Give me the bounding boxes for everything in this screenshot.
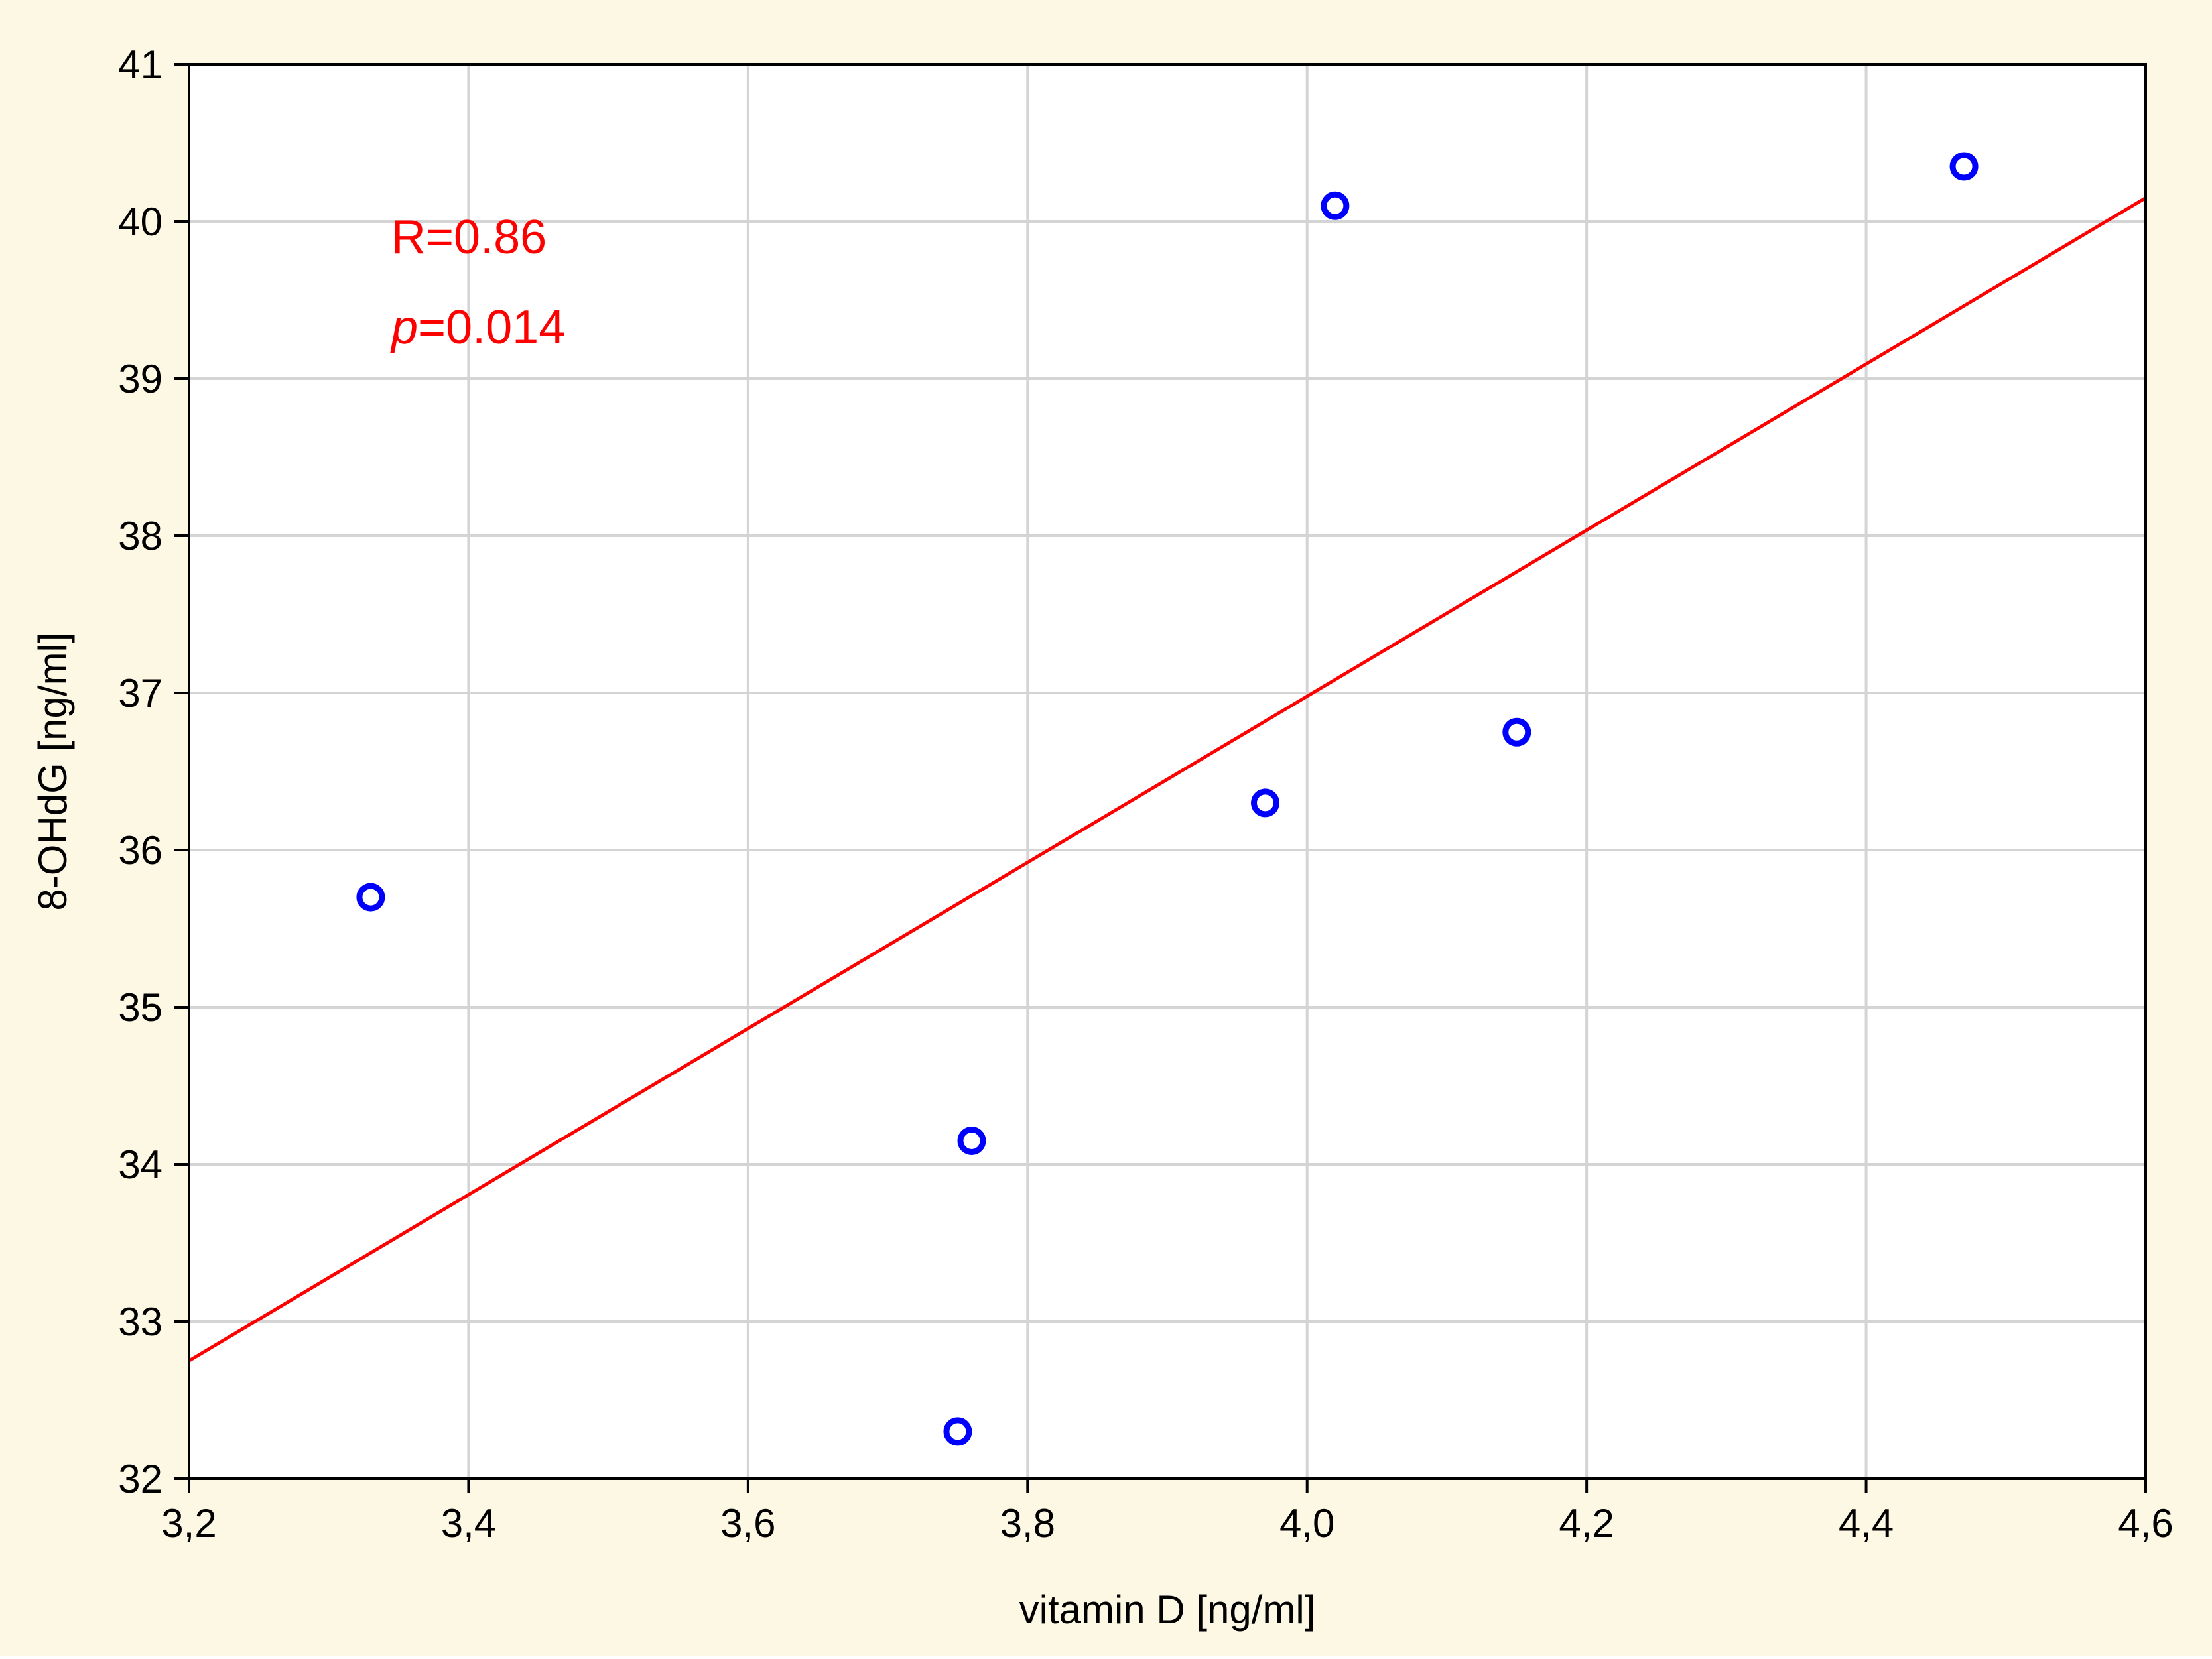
y-tick-label: 39 — [118, 357, 163, 401]
x-tick-label: 4,6 — [2118, 1501, 2173, 1546]
scatter-point — [957, 1126, 986, 1155]
y-tick-label: 35 — [118, 985, 163, 1030]
data-points — [356, 152, 1979, 1446]
p-value-annotation: p=0.014 — [390, 301, 565, 354]
x-tick-label: 3,6 — [720, 1501, 775, 1546]
p-value-text: =0.014 — [418, 301, 565, 354]
y-tick-label: 32 — [118, 1457, 163, 1501]
gridlines — [189, 64, 2146, 1479]
y-tick-label: 33 — [118, 1300, 163, 1344]
y-tick-label: 34 — [118, 1142, 163, 1187]
y-tick-label: 40 — [118, 200, 163, 244]
correlation-annotation: R=0.86 — [391, 211, 547, 264]
x-axis-ticks: 3,2 3,4 3,6 3,8 4,0 4,2 4,4 4,6 — [161, 1479, 2174, 1546]
y-axis-label: 8-OHdG [ng/ml] — [31, 632, 75, 910]
y-axis-ticks: 32 33 34 35 36 37 38 39 40 41 — [118, 42, 189, 1501]
scatter-point — [1502, 717, 1531, 747]
scatter-point — [943, 1417, 972, 1446]
y-tick-label: 36 — [118, 828, 163, 873]
x-tick-label: 4,0 — [1279, 1501, 1334, 1546]
x-tick-label: 3,2 — [161, 1501, 216, 1546]
scatter-point — [356, 883, 385, 912]
p-symbol: p — [390, 301, 418, 354]
x-axis-label: vitamin D [ng/ml] — [1019, 1587, 1316, 1632]
x-tick-label: 4,4 — [1839, 1501, 1894, 1546]
x-tick-label: 3,4 — [441, 1501, 496, 1546]
scatter-point — [1321, 191, 1350, 220]
y-tick-label: 41 — [118, 42, 163, 87]
y-tick-label: 37 — [118, 671, 163, 715]
x-tick-label: 4,2 — [1559, 1501, 1614, 1546]
scatter-point — [1251, 788, 1279, 818]
plot-area — [189, 64, 2146, 1479]
x-tick-label: 3,8 — [1000, 1501, 1055, 1546]
scatter-point — [1949, 152, 1979, 181]
plot-frame — [188, 63, 2147, 1480]
y-tick-label: 38 — [118, 514, 163, 558]
regression-line — [188, 196, 2147, 1363]
